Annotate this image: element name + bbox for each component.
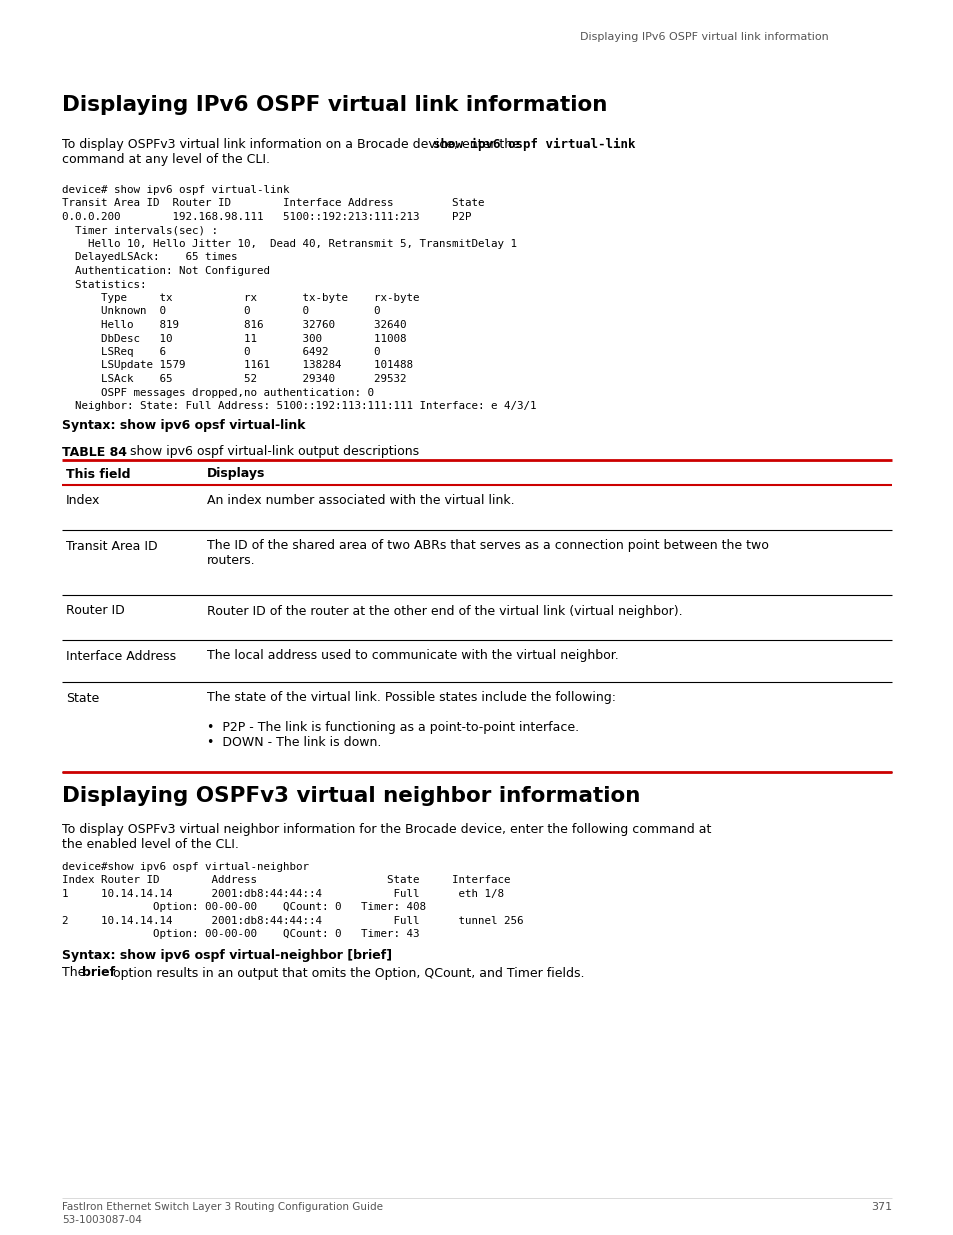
Text: show ipv6 ospf virtual-link: show ipv6 ospf virtual-link — [433, 138, 636, 151]
Text: Option: 00-00-00    QCount: 0   Timer: 408: Option: 00-00-00 QCount: 0 Timer: 408 — [62, 902, 426, 911]
Text: Hello 10, Hello Jitter 10,  Dead 40, Retransmit 5, TransmitDelay 1: Hello 10, Hello Jitter 10, Dead 40, Retr… — [62, 240, 517, 249]
Text: Type     tx           rx       tx-byte    rx-byte: Type tx rx tx-byte rx-byte — [62, 293, 419, 303]
Text: Interface Address: Interface Address — [66, 650, 176, 662]
Text: FastIron Ethernet Switch Layer 3 Routing Configuration Guide: FastIron Ethernet Switch Layer 3 Routing… — [62, 1202, 382, 1212]
Text: Hello    819          816      32760      32640: Hello 819 816 32760 32640 — [62, 320, 406, 330]
Text: Transit Area ID  Router ID        Interface Address         State: Transit Area ID Router ID Interface Addr… — [62, 199, 484, 209]
Text: Option: 00-00-00    QCount: 0   Timer: 43: Option: 00-00-00 QCount: 0 Timer: 43 — [62, 929, 419, 939]
Text: Index: Index — [66, 494, 100, 508]
Text: LSAck    65           52       29340      29532: LSAck 65 52 29340 29532 — [62, 374, 406, 384]
Text: The state of the virtual link. Possible states include the following:: The state of the virtual link. Possible … — [207, 692, 616, 704]
Text: Index Router ID        Address                    State     Interface: Index Router ID Address State Interface — [62, 876, 510, 885]
Text: This field: This field — [66, 468, 131, 480]
Text: State: State — [66, 692, 99, 704]
Text: •  P2P - The link is functioning as a point-to-point interface.: • P2P - The link is functioning as a poi… — [207, 721, 578, 735]
Text: Displaying IPv6 OSPF virtual link information: Displaying IPv6 OSPF virtual link inform… — [62, 95, 607, 115]
Text: Displaying OSPFv3 virtual neighbor information: Displaying OSPFv3 virtual neighbor infor… — [62, 785, 639, 805]
Text: 1     10.14.14.14      2001:db8:44:44::4           Full      eth 1/8: 1 10.14.14.14 2001:db8:44:44::4 Full eth… — [62, 888, 503, 899]
Text: Neighbor: State: Full Address: 5100::192:113:111:111 Interface: e 4/3/1: Neighbor: State: Full Address: 5100::192… — [62, 401, 536, 411]
Text: •  DOWN - The link is down.: • DOWN - The link is down. — [207, 736, 381, 750]
Text: routers.: routers. — [207, 555, 255, 568]
Text: Syntax: show ipv6 opsf virtual-link: Syntax: show ipv6 opsf virtual-link — [62, 420, 305, 432]
Text: option results in an output that omits the Option, QCount, and Timer fields.: option results in an output that omits t… — [109, 967, 584, 979]
Text: LSUpdate 1579         1161     138284     101488: LSUpdate 1579 1161 138284 101488 — [62, 361, 413, 370]
Text: show ipv6 ospf virtual-link output descriptions: show ipv6 ospf virtual-link output descr… — [118, 446, 418, 458]
Text: An index number associated with the virtual link.: An index number associated with the virt… — [207, 494, 514, 508]
Text: The ID of the shared area of two ABRs that serves as a connection point between : The ID of the shared area of two ABRs th… — [207, 540, 768, 552]
Text: device#show ipv6 ospf virtual-neighbor: device#show ipv6 ospf virtual-neighbor — [62, 862, 309, 872]
Text: Displays: Displays — [207, 468, 265, 480]
Text: the enabled level of the CLI.: the enabled level of the CLI. — [62, 839, 238, 851]
Text: To display OSPFv3 virtual neighbor information for the Brocade device, enter the: To display OSPFv3 virtual neighbor infor… — [62, 824, 711, 836]
Text: Transit Area ID: Transit Area ID — [66, 540, 157, 552]
Text: command at any level of the CLI.: command at any level of the CLI. — [62, 153, 270, 165]
Text: Timer intervals(sec) :: Timer intervals(sec) : — [62, 226, 218, 236]
Text: brief: brief — [82, 967, 115, 979]
Text: 53-1003087-04: 53-1003087-04 — [62, 1215, 142, 1225]
Text: Statistics:: Statistics: — [62, 279, 147, 289]
Text: OSPF messages dropped,no authentication: 0: OSPF messages dropped,no authentication:… — [62, 388, 374, 398]
Text: Authentication: Not Configured: Authentication: Not Configured — [62, 266, 270, 275]
Text: To display OSPFv3 virtual link information on a Brocade device, enter the: To display OSPFv3 virtual link informati… — [62, 138, 523, 151]
Text: DelayedLSAck:    65 times: DelayedLSAck: 65 times — [62, 252, 237, 263]
Text: 2     10.14.14.14      2001:db8:44:44::4           Full      tunnel 256: 2 10.14.14.14 2001:db8:44:44::4 Full tun… — [62, 915, 523, 925]
Text: Displaying IPv6 OSPF virtual link information: Displaying IPv6 OSPF virtual link inform… — [579, 32, 828, 42]
Text: The: The — [62, 967, 90, 979]
Text: 371: 371 — [870, 1202, 891, 1212]
Text: 0.0.0.200        192.168.98.111   5100::192:213:111:213     P2P: 0.0.0.200 192.168.98.111 5100::192:213:1… — [62, 212, 471, 222]
Text: device# show ipv6 ospf virtual-link: device# show ipv6 ospf virtual-link — [62, 185, 289, 195]
Text: LSReq    6            0        6492       0: LSReq 6 0 6492 0 — [62, 347, 380, 357]
Text: The local address used to communicate with the virtual neighbor.: The local address used to communicate wi… — [207, 650, 618, 662]
Text: Syntax: show ipv6 ospf virtual-neighbor [brief]: Syntax: show ipv6 ospf virtual-neighbor … — [62, 948, 392, 962]
Text: DbDesc   10           11       300        11008: DbDesc 10 11 300 11008 — [62, 333, 406, 343]
Text: Unknown  0            0        0          0: Unknown 0 0 0 0 — [62, 306, 380, 316]
Text: Router ID of the router at the other end of the virtual link (virtual neighbor).: Router ID of the router at the other end… — [207, 604, 682, 618]
Text: Router ID: Router ID — [66, 604, 125, 618]
Text: TABLE 84: TABLE 84 — [62, 446, 127, 458]
